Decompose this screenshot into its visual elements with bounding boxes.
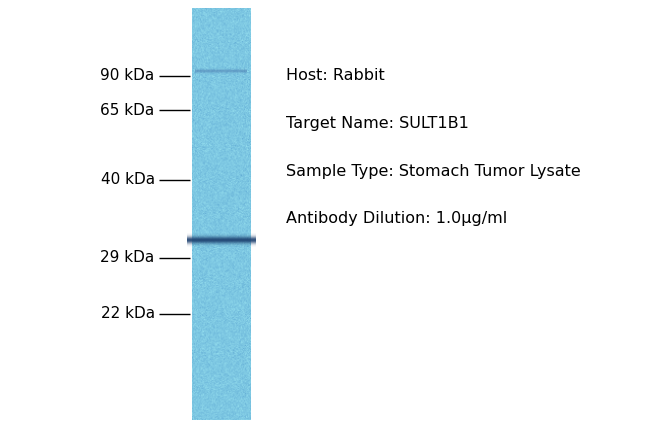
Text: Sample Type: Stomach Tumor Lysate: Sample Type: Stomach Tumor Lysate [286, 164, 580, 178]
Text: 29 kDa: 29 kDa [101, 250, 155, 265]
Text: 40 kDa: 40 kDa [101, 172, 155, 187]
Text: Target Name: SULT1B1: Target Name: SULT1B1 [286, 116, 469, 131]
Text: Host: Rabbit: Host: Rabbit [286, 68, 385, 83]
Text: 22 kDa: 22 kDa [101, 307, 155, 321]
Text: Antibody Dilution: 1.0μg/ml: Antibody Dilution: 1.0μg/ml [286, 211, 507, 226]
Text: 65 kDa: 65 kDa [101, 103, 155, 118]
Text: 90 kDa: 90 kDa [101, 68, 155, 83]
